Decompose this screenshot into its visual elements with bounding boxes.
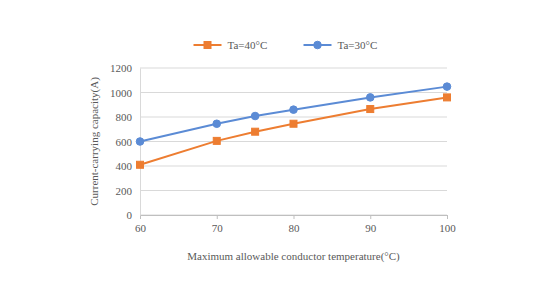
x-tick: 70: [212, 215, 224, 234]
y-tick: 1200: [110, 62, 140, 74]
x-tick-mark: [140, 215, 141, 219]
x-tick-label: 90: [365, 222, 377, 234]
x-tick-label: 70: [212, 222, 224, 234]
grid-line: [140, 166, 447, 167]
chart: 60708090100020040060080010001200Maximum …: [0, 0, 550, 300]
series-line: [140, 87, 447, 142]
legend-marker: [314, 41, 322, 49]
x-tick: 90: [365, 215, 377, 234]
y-tick-label: 400: [116, 160, 133, 172]
grid: [140, 68, 447, 215]
grid-line: [140, 190, 447, 191]
legend-label: Ta=30°C: [338, 39, 378, 51]
series-marker: [213, 120, 221, 128]
series-marker: [444, 94, 451, 101]
y-tick-label: 800: [116, 111, 133, 123]
x-axis-title: Maximum allowable conductor temperature(…: [187, 250, 400, 263]
grid-line: [140, 68, 447, 69]
series-marker: [290, 120, 297, 127]
y-tick-label: 1000: [110, 87, 133, 99]
x-axis: 60 70 80 90 100: [135, 215, 456, 234]
x-tick-mark: [217, 215, 218, 219]
y-tick: 200: [116, 185, 141, 197]
y-tick-label: 200: [116, 185, 133, 197]
series-marker: [443, 83, 451, 91]
x-tick-mark: [370, 215, 371, 219]
x-tick-mark: [294, 215, 295, 219]
legend: Ta=40°C Ta=30°C: [194, 39, 378, 51]
series-marker: [366, 94, 374, 102]
y-tick-label: 0: [127, 209, 133, 221]
y-tick-label: 600: [116, 136, 133, 148]
series-marker: [213, 137, 220, 144]
x-tick-label: 80: [289, 222, 301, 234]
x-tick-mark: [447, 215, 448, 219]
x-tick: 100: [439, 215, 456, 234]
series-marker: [136, 138, 144, 146]
series-marker: [290, 106, 298, 114]
y-tick: 1000: [110, 87, 140, 99]
y-axis-title: Current-carrying capacity(A): [88, 77, 101, 206]
series-marker: [367, 106, 374, 113]
series: [136, 83, 451, 145]
x-tick-label: 60: [135, 222, 147, 234]
x-tick: 60: [135, 215, 147, 234]
legend-item: Ta=30°C: [304, 39, 378, 51]
x-axis-line: [141, 216, 448, 220]
y-tick: 0: [127, 209, 141, 221]
series-marker: [137, 161, 144, 168]
y-tick: 800: [116, 111, 141, 123]
series-marker: [252, 128, 259, 135]
plot-marks: [136, 83, 451, 168]
legend-item: Ta=40°C: [194, 39, 268, 51]
y-tick-label: 1200: [110, 62, 133, 74]
x-tick-label: 100: [439, 222, 456, 234]
x-tick: 80: [289, 215, 301, 234]
legend-marker: [204, 42, 211, 49]
legend-label: Ta=40°C: [228, 39, 268, 51]
grid-line: [140, 141, 447, 142]
series-marker: [251, 112, 259, 120]
grid-line: [140, 117, 447, 118]
